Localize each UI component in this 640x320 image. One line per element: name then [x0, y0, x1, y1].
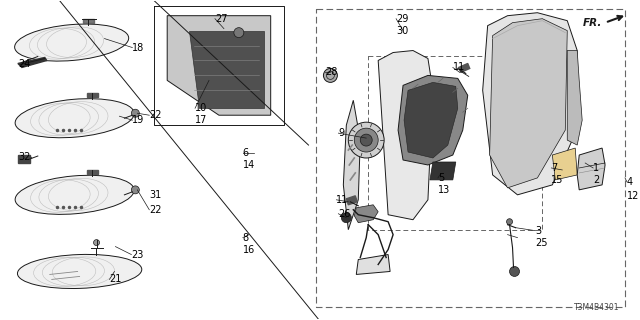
- Bar: [368, 55, 542, 230]
- Circle shape: [506, 219, 513, 225]
- Ellipse shape: [15, 99, 134, 138]
- Text: 23: 23: [131, 250, 144, 260]
- Text: 32: 32: [18, 152, 30, 162]
- Polygon shape: [483, 13, 577, 195]
- Polygon shape: [355, 205, 378, 223]
- Text: 13: 13: [438, 185, 450, 195]
- Text: 25: 25: [536, 238, 548, 248]
- Text: 24: 24: [18, 60, 30, 69]
- Polygon shape: [567, 51, 582, 145]
- Circle shape: [93, 240, 99, 245]
- Polygon shape: [398, 76, 468, 165]
- Text: 26: 26: [339, 209, 351, 219]
- Ellipse shape: [15, 175, 134, 214]
- Polygon shape: [459, 63, 470, 72]
- Text: 11: 11: [453, 62, 465, 72]
- Text: 27: 27: [215, 14, 227, 24]
- Text: 1: 1: [593, 163, 599, 173]
- Text: 22: 22: [149, 110, 162, 120]
- Text: 29: 29: [396, 14, 408, 24]
- Polygon shape: [86, 170, 97, 174]
- Ellipse shape: [15, 24, 129, 61]
- Circle shape: [360, 134, 372, 146]
- Text: 14: 14: [243, 160, 255, 170]
- Polygon shape: [404, 82, 458, 158]
- Text: 22: 22: [149, 205, 162, 215]
- Text: 31: 31: [149, 190, 161, 200]
- Polygon shape: [18, 155, 30, 163]
- Circle shape: [323, 68, 337, 82]
- Text: 7: 7: [551, 163, 557, 173]
- Text: 15: 15: [551, 175, 564, 185]
- Polygon shape: [343, 100, 360, 230]
- Text: 10: 10: [195, 103, 207, 113]
- Text: 5: 5: [438, 173, 444, 183]
- Polygon shape: [189, 31, 264, 108]
- Polygon shape: [577, 148, 605, 190]
- Text: 6: 6: [243, 148, 249, 158]
- Text: 8: 8: [243, 233, 249, 243]
- Polygon shape: [552, 148, 577, 180]
- Circle shape: [509, 267, 520, 276]
- Text: FR.: FR.: [582, 18, 602, 28]
- Text: 28: 28: [325, 68, 338, 77]
- Text: 16: 16: [243, 244, 255, 255]
- Text: 4: 4: [627, 177, 633, 187]
- Polygon shape: [490, 19, 567, 188]
- Text: 30: 30: [396, 26, 408, 36]
- Polygon shape: [167, 16, 271, 115]
- Ellipse shape: [17, 254, 142, 289]
- Circle shape: [355, 128, 378, 152]
- Bar: [316, 9, 625, 307]
- Text: 12: 12: [627, 191, 639, 201]
- Text: 3: 3: [536, 226, 541, 236]
- Circle shape: [341, 213, 351, 223]
- Text: 2: 2: [593, 175, 600, 185]
- Circle shape: [348, 122, 384, 158]
- Circle shape: [131, 186, 140, 194]
- Polygon shape: [378, 51, 433, 220]
- Polygon shape: [346, 196, 357, 205]
- Circle shape: [234, 28, 244, 37]
- Polygon shape: [18, 58, 47, 68]
- Text: 18: 18: [132, 43, 145, 52]
- Text: 19: 19: [132, 115, 145, 125]
- Circle shape: [131, 109, 140, 117]
- Text: 17: 17: [195, 115, 207, 125]
- Text: T3M4B4301: T3M4B4301: [573, 303, 619, 312]
- Polygon shape: [86, 93, 97, 97]
- Polygon shape: [356, 254, 390, 275]
- Text: 9: 9: [339, 128, 344, 138]
- Polygon shape: [430, 162, 456, 180]
- Text: 21: 21: [109, 275, 122, 284]
- Text: 11: 11: [337, 195, 349, 205]
